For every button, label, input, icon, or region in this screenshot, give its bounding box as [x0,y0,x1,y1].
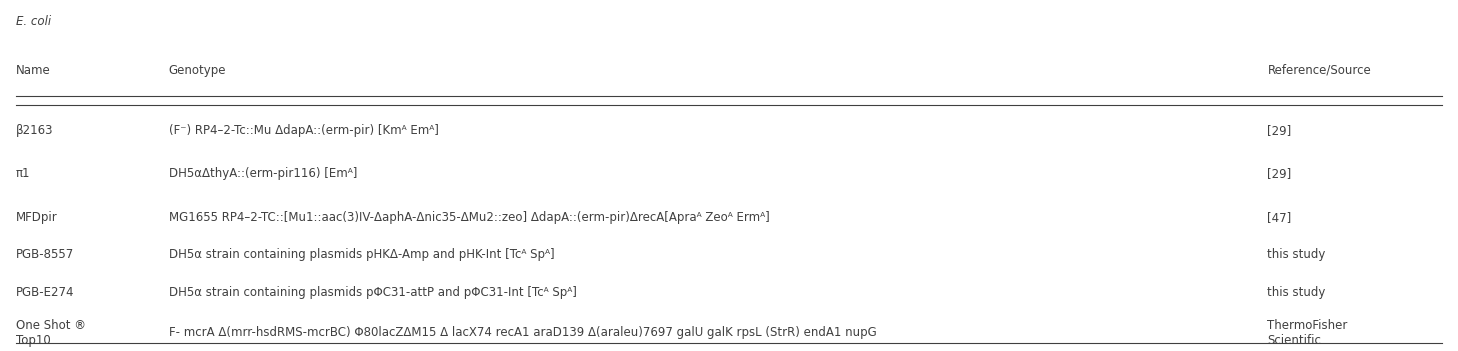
Text: Genotype: Genotype [169,64,226,77]
Text: DH5αΔthyA::(erm-pir116) [Emᴬ]: DH5αΔthyA::(erm-pir116) [Emᴬ] [169,167,357,180]
Text: ThermoFisher
Scientific: ThermoFisher Scientific [1267,319,1347,347]
Text: E. coli: E. coli [16,15,51,28]
Text: MG1655 RP4–2-TC::[Mu1::aac(3)IV-ΔaphA-Δnic35-ΔMu2::zeo] ΔdapA::(erm-pir)ΔrecA[Ap: MG1655 RP4–2-TC::[Mu1::aac(3)IV-ΔaphA-Δn… [169,211,770,224]
Text: MFDpir: MFDpir [16,211,58,224]
Text: [29]: [29] [1267,167,1292,180]
Text: this study: this study [1267,249,1325,261]
Text: β2163: β2163 [16,124,54,137]
Text: Name: Name [16,64,51,77]
Text: PGB-8557: PGB-8557 [16,249,74,261]
Text: One Shot ®
Top10: One Shot ® Top10 [16,319,86,347]
Text: DH5α strain containing plasmids pHKΔ-Amp and pHK-Int [Tcᴬ Spᴬ]: DH5α strain containing plasmids pHKΔ-Amp… [169,249,554,261]
Text: this study: this study [1267,286,1325,299]
Text: Reference/Source: Reference/Source [1267,64,1371,77]
Text: F- mcrA Δ(mrr-hsdRMS-mcrBC) Φ80lacZΔM15 Δ lacX74 recA1 araD139 Δ(araleu)7697 gal: F- mcrA Δ(mrr-hsdRMS-mcrBC) Φ80lacZΔM15 … [169,326,876,339]
Text: (F⁻) RP4–2-Tc::Mu ΔdapA::(erm-pir) [Kmᴬ Emᴬ]: (F⁻) RP4–2-Tc::Mu ΔdapA::(erm-pir) [Kmᴬ … [169,124,439,137]
Text: PGB-E274: PGB-E274 [16,286,74,299]
Text: DH5α strain containing plasmids pΦC31-attP and pΦC31-Int [Tcᴬ Spᴬ]: DH5α strain containing plasmids pΦC31-at… [169,286,576,299]
Text: π1: π1 [16,167,31,180]
Text: [29]: [29] [1267,124,1292,137]
Text: [47]: [47] [1267,211,1292,224]
